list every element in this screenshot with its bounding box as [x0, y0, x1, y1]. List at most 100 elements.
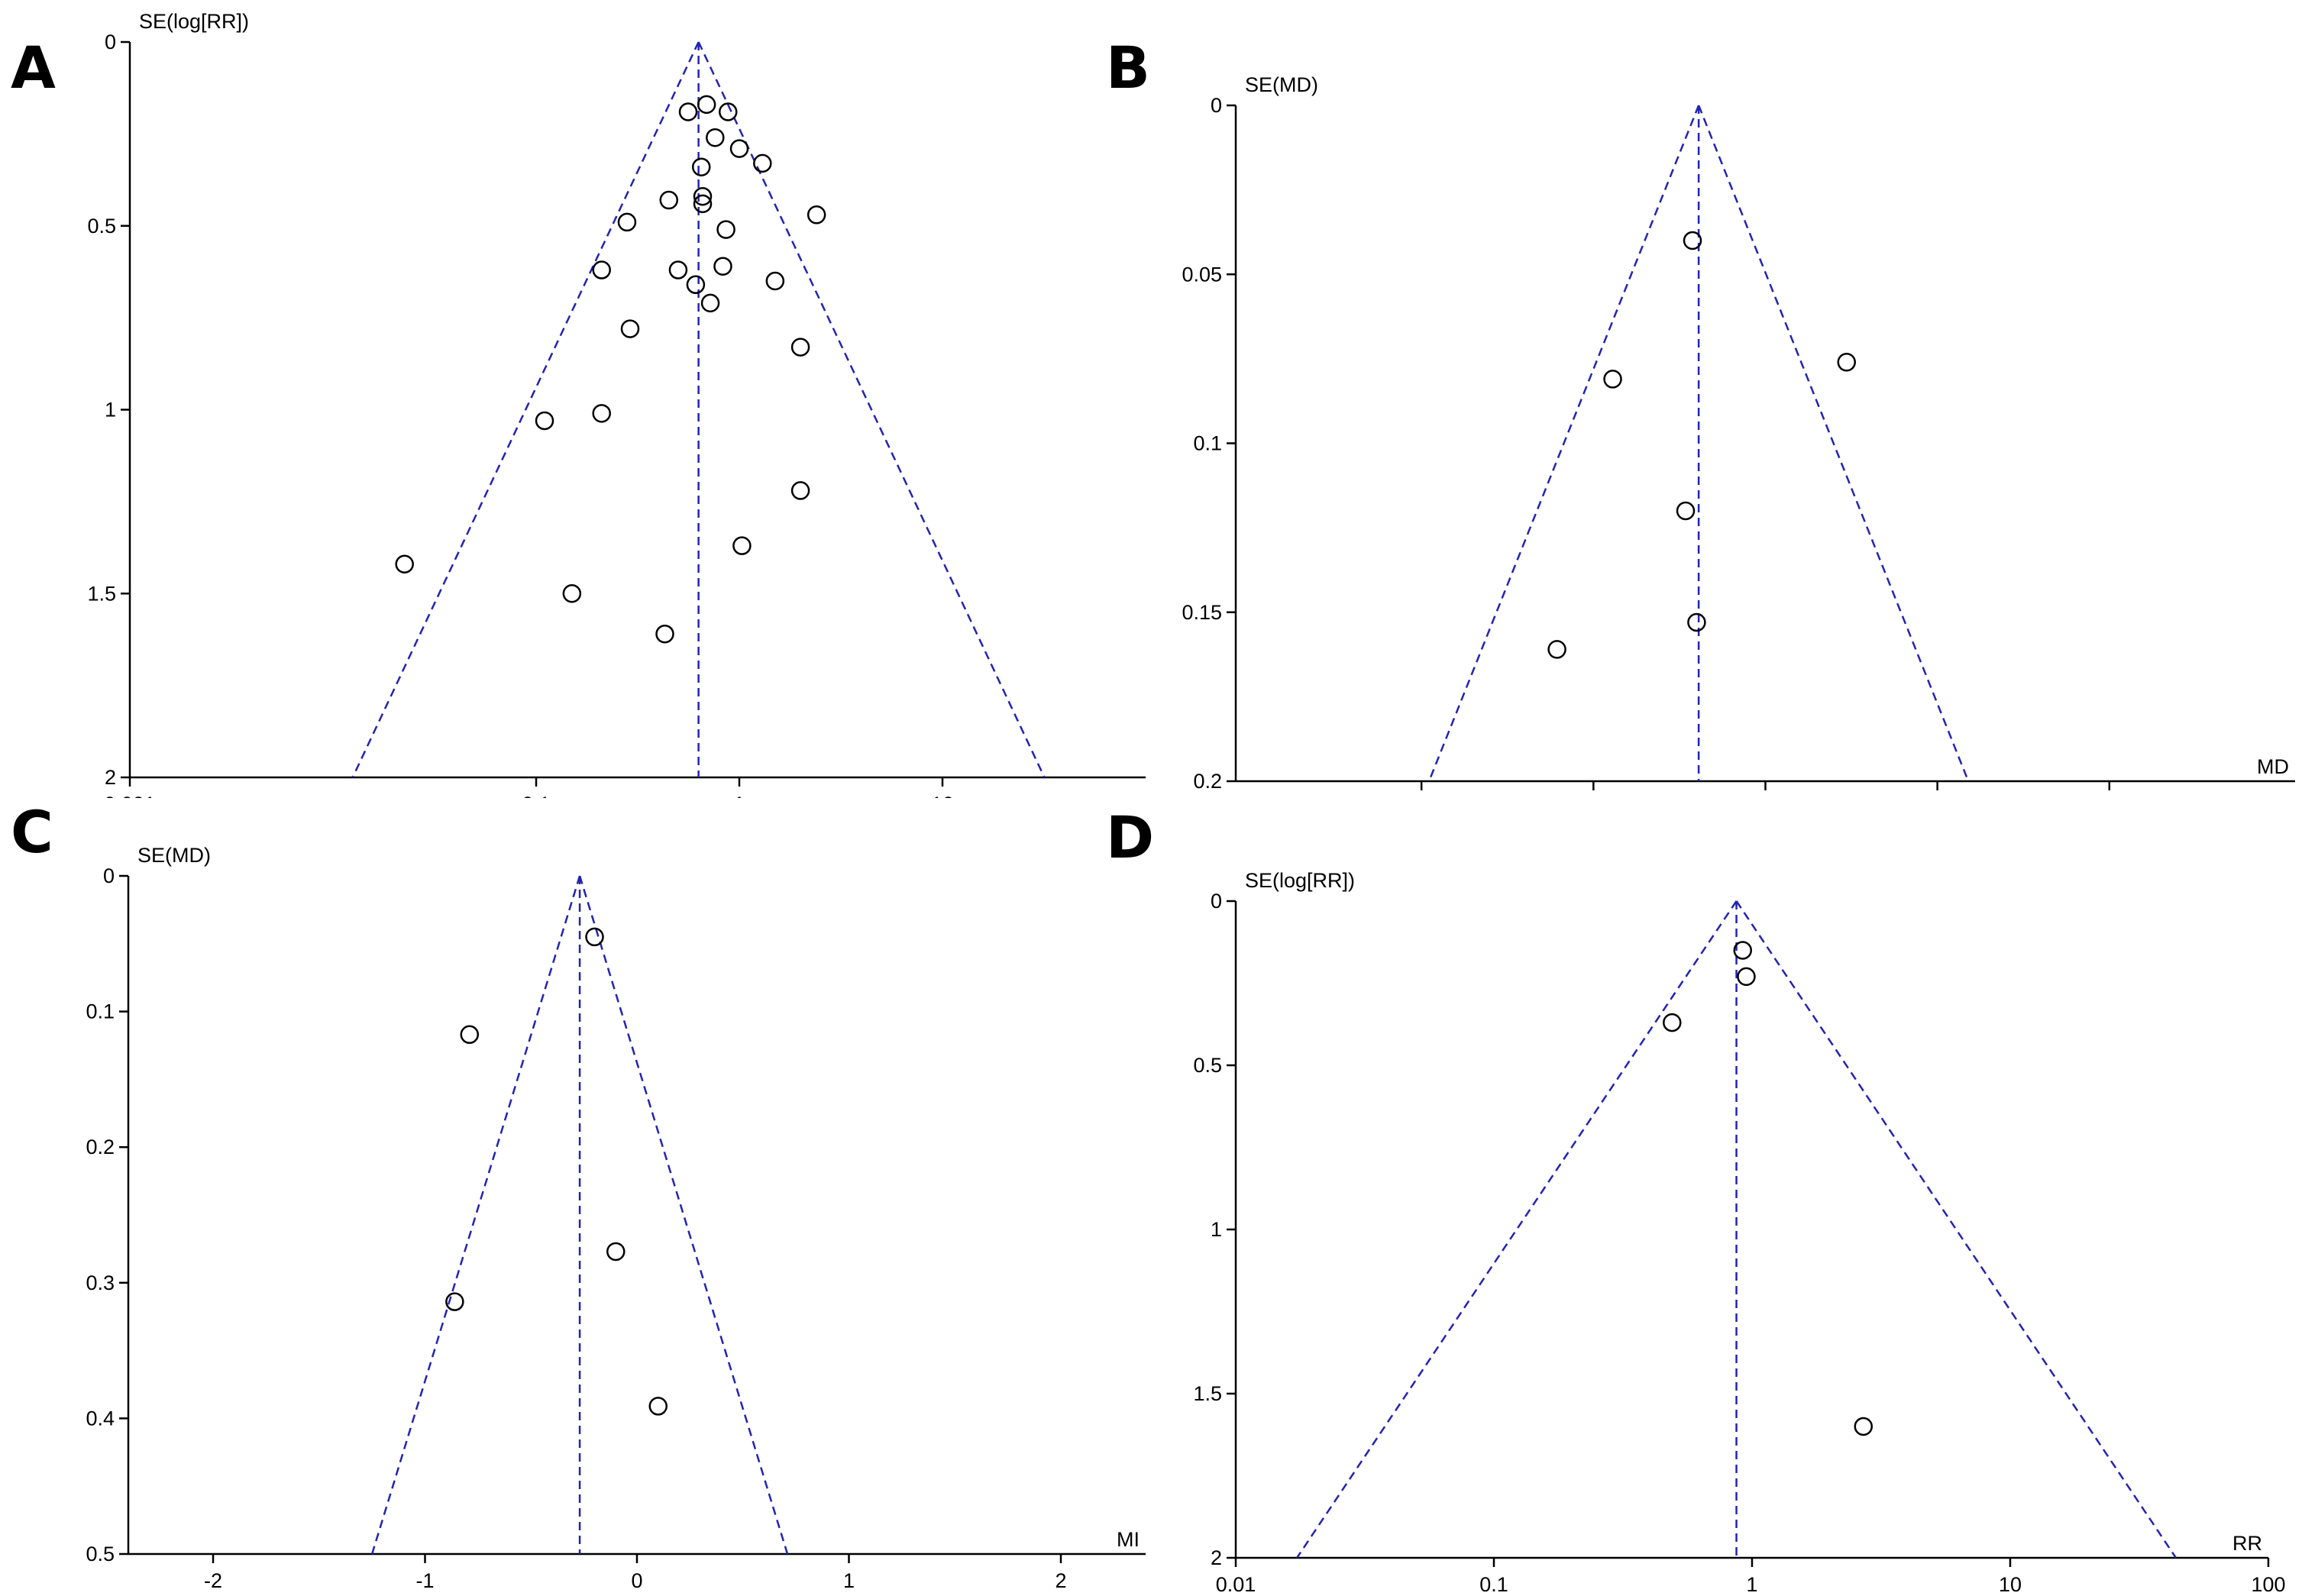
- x-tick-label: 0.01: [1216, 1573, 1256, 1596]
- study-point: [659, 190, 679, 210]
- panel-label-a: A: [11, 34, 56, 102]
- x-axis-title: MD: [2257, 755, 2289, 778]
- study-point: [617, 212, 637, 232]
- study-point: [1733, 941, 1753, 960]
- x-tick-label: 100: [2251, 1573, 2285, 1596]
- study-point: [606, 1242, 626, 1262]
- y-axis-title: SE(MD): [1245, 73, 1318, 96]
- study-point: [693, 186, 713, 206]
- y-tick-label: 0.15: [1182, 601, 1222, 624]
- x-tick-label: 1: [843, 1569, 855, 1592]
- x-tick-label: 0.1: [522, 793, 551, 798]
- y-tick-label: 0: [105, 31, 116, 53]
- x-tick-label: 10: [1999, 1573, 2022, 1596]
- x-tick-label: -0.5: [1404, 796, 1440, 798]
- y-tick-label: 0.2: [86, 1136, 115, 1158]
- x-tick-label: 0: [631, 1569, 642, 1592]
- y-tick-label: 0: [103, 864, 115, 887]
- y-tick-label: 0.1: [86, 1000, 115, 1023]
- y-tick-label: 0.5: [87, 215, 116, 237]
- y-tick-label: 2: [105, 766, 116, 789]
- study-point: [697, 95, 716, 115]
- x-tick-label: 0.5: [2095, 796, 2124, 798]
- x-tick-label: 0.1: [1479, 1573, 1508, 1596]
- study-point: [732, 536, 752, 555]
- funnel-left-limit: [1427, 105, 1700, 782]
- funnel-right-limit: [697, 41, 1046, 778]
- x-axis-title: RR: [2232, 1532, 2262, 1555]
- study-point: [1737, 967, 1756, 987]
- y-tick-label: 0.5: [86, 1543, 115, 1565]
- funnel-plot-d: 0 0.5 1 1.5 2 0.01 0.1 1 10 100 SE(log[RR]) RR: [1193, 869, 2285, 1596]
- x-tick-label: 1: [1746, 1573, 1757, 1596]
- study-point: [713, 257, 732, 276]
- study-point: [562, 584, 582, 603]
- study-point: [718, 102, 738, 121]
- y-tick-label: 0.1: [1193, 432, 1222, 455]
- study-point: [585, 927, 604, 947]
- y-tick-label: 0.4: [86, 1407, 115, 1430]
- y-axis-title: SE(MD): [137, 844, 211, 867]
- study-point: [445, 1292, 464, 1311]
- y-tick-label: 1: [1211, 1218, 1222, 1241]
- study-point: [1547, 640, 1566, 659]
- y-tick-label: 1.5: [1193, 1382, 1222, 1405]
- study-point: [1854, 1417, 1873, 1436]
- study-point: [790, 338, 810, 357]
- x-tick-label: 0.25: [1917, 796, 1957, 798]
- x-axis-title: MI: [1117, 1528, 1140, 1551]
- y-tick-label: 2: [1211, 1546, 1222, 1569]
- y-tick-label: 0: [1211, 890, 1222, 913]
- funnel-left-limit: [370, 875, 581, 1555]
- study-point: [1676, 501, 1696, 521]
- study-point: [655, 624, 674, 644]
- study-point: [753, 153, 772, 173]
- study-point: [706, 128, 725, 147]
- x-tick-label: 1: [733, 793, 745, 798]
- study-point: [678, 102, 698, 121]
- x-tick-label: 0: [1760, 796, 1771, 798]
- study-point: [807, 205, 826, 225]
- study-point: [1837, 353, 1857, 372]
- y-tick-label: 1.5: [87, 582, 116, 605]
- study-point: [691, 157, 711, 176]
- funnel-left-limit: [351, 41, 700, 778]
- study-point: [1683, 231, 1702, 250]
- y-axis-title: SE(log[RR]): [1245, 869, 1355, 892]
- x-tick-label: 10: [931, 793, 954, 798]
- y-axis-title: SE(log[RR]): [139, 10, 249, 33]
- study-point: [668, 260, 688, 279]
- funnel-right-limit: [1735, 900, 2177, 1559]
- y-tick-label: 0: [1211, 94, 1222, 117]
- funnel-plot-c: 0 0.1 0.2 0.3 0.4 0.5 -2 -1 0 1 2 SE(MD) MI: [86, 844, 1146, 1592]
- study-point: [592, 404, 611, 423]
- funnel-right-limit: [1697, 105, 1970, 782]
- study-point: [620, 319, 640, 338]
- funnel-plot-b: 0 0.05 0.1 0.15 0.2 -0.5 -0.25 0 0.25 0.5 SE(MD) MD: [1182, 73, 2295, 798]
- panel-label-c: C: [11, 798, 53, 866]
- x-tick-label: 0.001: [104, 793, 156, 798]
- funnel-left-limit: [1296, 900, 1738, 1559]
- study-point: [729, 139, 749, 158]
- study-point: [693, 194, 713, 214]
- y-tick-label: 0.05: [1182, 263, 1222, 286]
- x-tick-label: -0.25: [1570, 796, 1618, 798]
- study-point: [1687, 612, 1706, 632]
- x-tick-label: -2: [204, 1569, 222, 1592]
- study-point: [700, 293, 720, 313]
- y-tick-label: 0.5: [1193, 1054, 1222, 1077]
- study-point: [1663, 1013, 1682, 1032]
- study-point: [648, 1397, 668, 1416]
- x-tick-label: -1: [415, 1569, 434, 1592]
- x-tick-label: 2: [1055, 1569, 1066, 1592]
- study-point: [460, 1025, 480, 1045]
- study-point: [686, 275, 706, 295]
- study-point: [592, 260, 611, 279]
- y-tick-label: 0.2: [1193, 770, 1222, 793]
- panel-label-b: B: [1106, 34, 1150, 102]
- study-point: [716, 220, 735, 239]
- funnel-right-limit: [578, 875, 789, 1555]
- panel-label-d: D: [1106, 803, 1155, 871]
- study-point: [765, 271, 785, 291]
